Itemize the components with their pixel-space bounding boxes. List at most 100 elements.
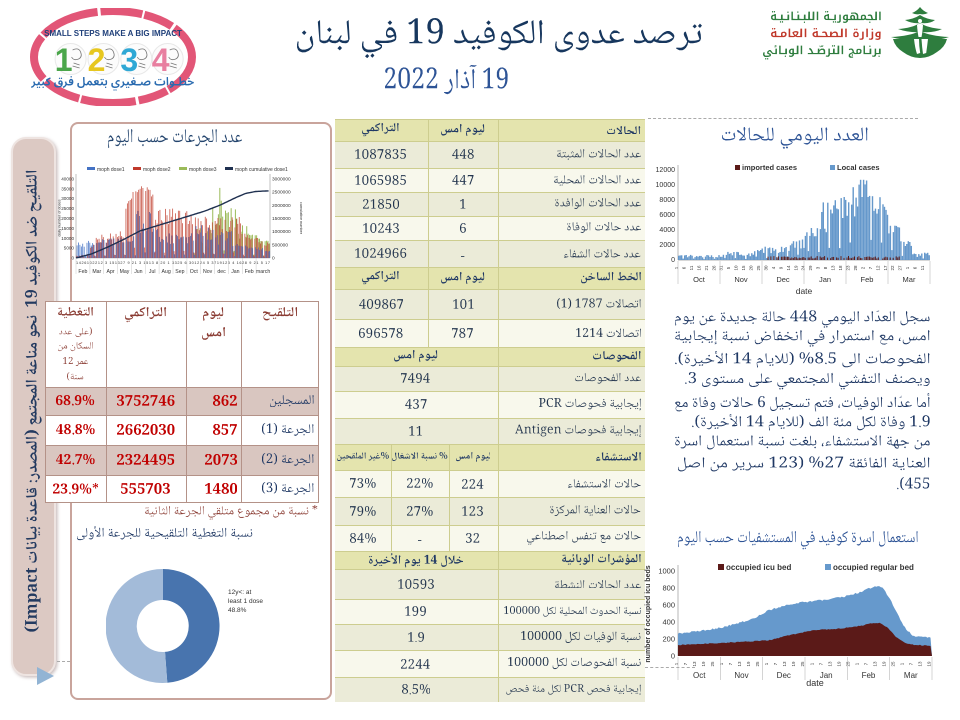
svg-text:2000000: 2000000 (272, 203, 291, 209)
svg-text:Jun: Jun (134, 269, 142, 275)
svg-text:7: 7 (773, 662, 778, 665)
svg-text:31: 31 (719, 265, 724, 271)
svg-text:12: 12 (875, 265, 880, 271)
svg-text:20: 20 (749, 265, 754, 271)
svg-text:1: 1 (809, 662, 814, 665)
svg-text:9: 9 (778, 266, 783, 269)
svg-text:Feb: Feb (861, 275, 874, 284)
svg-text:date: date (806, 678, 824, 688)
svg-text:Jul: Jul (149, 269, 156, 275)
svg-text:13: 13 (692, 661, 697, 667)
svg-text:25: 25 (756, 265, 761, 271)
svg-text:11: 11 (689, 265, 694, 270)
svg-text:Mar: Mar (904, 671, 918, 680)
svg-text:Apr: Apr (107, 269, 115, 275)
svg-text:1: 1 (674, 662, 679, 665)
svg-text:Mar: Mar (92, 269, 101, 275)
svg-text:30: 30 (764, 265, 769, 271)
svg-text:24: 24 (801, 265, 806, 271)
svg-text:25: 25 (890, 661, 895, 667)
svg-text:1: 1 (854, 662, 859, 665)
svg-text:26: 26 (711, 265, 716, 271)
svg-text:7: 7 (909, 662, 914, 665)
svg-text:Jan: Jan (819, 275, 831, 284)
svg-text:4: 4 (152, 42, 170, 78)
svg-text:date: date (796, 286, 813, 296)
svg-text:0: 0 (671, 652, 675, 661)
svg-text:Feb: Feb (78, 269, 87, 275)
svg-text:Sep: Sep (175, 269, 184, 275)
svg-text:Nov: Nov (734, 671, 748, 680)
svg-text:500000: 500000 (272, 242, 288, 248)
svg-text:imported cases: imported cases (742, 163, 797, 172)
svg-text:3: 3 (816, 266, 821, 269)
svg-text:4000: 4000 (659, 227, 675, 234)
svg-text:19: 19 (746, 661, 751, 667)
svg-text:11: 11 (920, 265, 925, 270)
svg-text:6000: 6000 (659, 212, 675, 219)
svg-text:Jan: Jan (820, 671, 833, 680)
svg-text:10000: 10000 (656, 182, 676, 189)
svg-text:1: 1 (764, 662, 769, 665)
svg-text:3: 3 (120, 42, 138, 78)
svg-text:Jan: Jan (231, 269, 239, 275)
svg-text:Local cases: Local cases (837, 163, 880, 172)
svg-text:moph cumulative dose1: moph cumulative dose1 (235, 167, 288, 173)
svg-text:8000: 8000 (659, 197, 675, 204)
svg-text:13: 13 (737, 661, 742, 667)
svg-text:occupied icu bed: occupied icu bed (726, 563, 791, 572)
svg-text:400: 400 (662, 618, 675, 627)
svg-text:35000: 35000 (61, 186, 74, 191)
svg-text:cumulative number: cumulative number (299, 202, 303, 235)
svg-text:28: 28 (853, 265, 858, 271)
svg-text:30000: 30000 (61, 196, 74, 201)
svg-text:1000: 1000 (658, 567, 675, 576)
svg-text:13: 13 (831, 265, 836, 271)
svg-text:29: 29 (808, 265, 813, 271)
svg-text:daily number of doses: daily number of doses (58, 199, 62, 236)
svg-text:6: 6 (913, 266, 918, 269)
svg-text:1: 1 (55, 42, 73, 78)
svg-text:600: 600 (662, 601, 675, 610)
svg-text:25000: 25000 (61, 206, 74, 211)
svg-text:19: 19 (701, 661, 706, 667)
svg-text:15000: 15000 (61, 226, 74, 231)
svg-text:2: 2 (860, 266, 865, 269)
svg-text:27: 27 (898, 265, 903, 271)
svg-text:23: 23 (846, 265, 851, 271)
svg-text:21: 21 (704, 265, 709, 271)
svg-text:20000: 20000 (61, 216, 74, 221)
svg-text:6: 6 (682, 266, 687, 269)
svg-text:May: May (120, 269, 130, 275)
svg-text:8: 8 (823, 266, 828, 269)
svg-text:7: 7 (728, 662, 733, 665)
svg-text:7: 7 (818, 662, 823, 665)
svg-text:19: 19 (927, 661, 932, 667)
svg-text:Dec: Dec (777, 671, 791, 680)
svg-text:16: 16 (696, 265, 701, 271)
svg-text:19: 19 (791, 661, 796, 667)
svg-text:Aug: Aug (161, 269, 170, 275)
svg-text:19: 19 (881, 661, 886, 667)
svg-text:19: 19 (793, 265, 798, 271)
svg-text:2000: 2000 (659, 242, 675, 249)
svg-text:17: 17 (883, 265, 888, 271)
svg-text:7: 7 (863, 662, 868, 665)
svg-text:Oct: Oct (693, 671, 706, 680)
svg-text:2: 2 (88, 42, 106, 78)
svg-text:4: 4 (771, 266, 776, 269)
svg-text:1000000: 1000000 (272, 229, 291, 235)
svg-text:0: 0 (71, 256, 74, 261)
svg-text:1: 1 (905, 266, 910, 269)
svg-text:22: 22 (890, 265, 895, 271)
svg-text:3000000: 3000000 (272, 177, 291, 183)
svg-text:moph dose3: moph dose3 (189, 167, 217, 173)
svg-text:14: 14 (786, 265, 791, 271)
svg-text:200: 200 (662, 635, 675, 644)
svg-text:march: march (256, 269, 271, 275)
svg-text:13: 13 (872, 661, 877, 667)
svg-text:Nov: Nov (203, 269, 213, 275)
svg-text:occupied regular bed: occupied regular bed (833, 563, 914, 572)
svg-text:10: 10 (734, 265, 739, 271)
svg-text:7: 7 (868, 266, 873, 269)
